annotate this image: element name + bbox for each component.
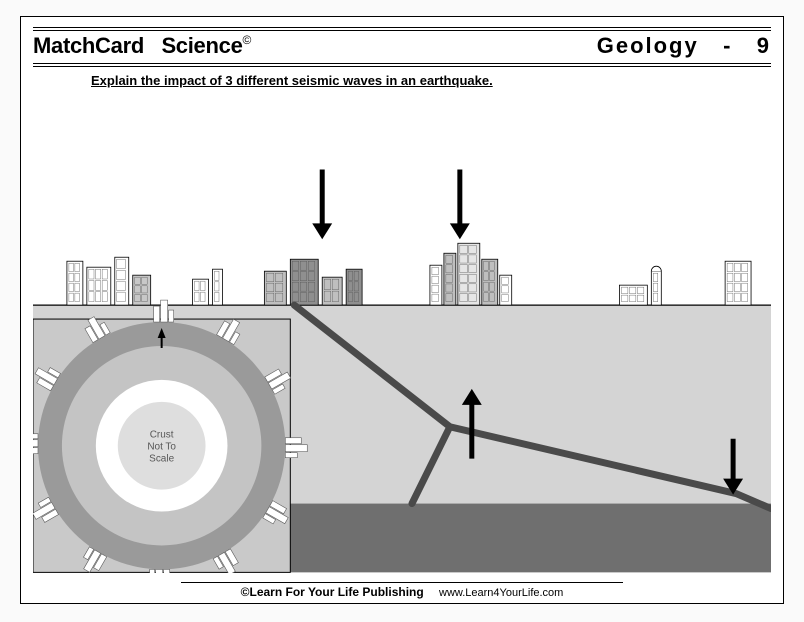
building [430,265,442,305]
topic: Geology - 9 [597,33,771,59]
inset-label: Crust [150,430,174,441]
footer-rule [181,582,623,583]
building [651,266,661,305]
building [458,243,480,305]
topic-sep: - [723,33,732,58]
building [264,271,286,305]
building [346,269,362,305]
brand-copyright: © [243,33,252,47]
scene-svg: CrustNot ToScale [33,109,771,573]
building [193,279,209,305]
inset-label: Scale [149,454,174,465]
page-number: 9 [757,33,771,58]
building [500,275,512,305]
page-frame: MatchCard Science© Geology - 9 Explain t… [20,16,784,604]
instruction-text: Explain the impact of 3 different seismi… [91,73,783,88]
inset-label: Not To [147,442,176,453]
building [725,261,751,305]
inset-globe: CrustNot ToScale [33,300,307,573]
footer: ©Learn For Your Life Publishing www.Lear… [21,582,783,599]
inset-city [33,434,38,454]
building [133,275,151,305]
brand: MatchCard Science© [33,33,251,59]
topic-name: Geology [597,33,699,58]
inset-city [154,300,174,322]
building [67,261,83,305]
under-header-rule [33,63,771,67]
building [482,259,498,305]
brand-word1: MatchCard [33,33,144,58]
diagram-canvas: CrustNot ToScale [33,109,771,573]
inset-city [150,569,170,573]
building [213,269,223,305]
arrow-icon [450,169,470,239]
building [87,267,111,305]
brand-word2: Science [161,33,242,58]
building [322,277,342,305]
footer-url: www.Learn4YourLife.com [439,587,563,599]
arrow-icon [312,169,332,239]
building [290,259,318,305]
building [619,285,647,305]
building [115,257,129,305]
footer-publisher: Learn For Your Life Publishing [249,585,423,599]
building [444,253,456,305]
header: MatchCard Science© Geology - 9 [21,31,783,61]
